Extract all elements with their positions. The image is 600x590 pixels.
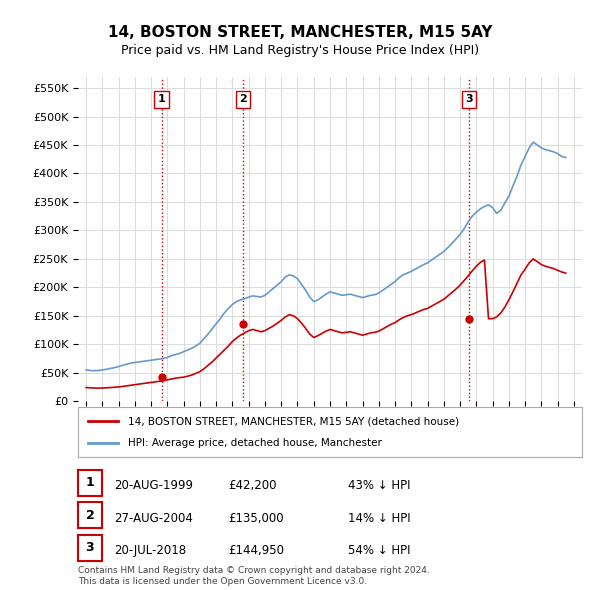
Text: 14, BOSTON STREET, MANCHESTER, M15 5AY: 14, BOSTON STREET, MANCHESTER, M15 5AY	[108, 25, 492, 40]
Text: £42,200: £42,200	[228, 479, 277, 493]
Text: £135,000: £135,000	[228, 512, 284, 525]
Text: Contains HM Land Registry data © Crown copyright and database right 2024.
This d: Contains HM Land Registry data © Crown c…	[78, 566, 430, 586]
Text: 27-AUG-2004: 27-AUG-2004	[114, 512, 193, 525]
Text: 14, BOSTON STREET, MANCHESTER, M15 5AY (detached house): 14, BOSTON STREET, MANCHESTER, M15 5AY (…	[128, 416, 460, 426]
Text: 3: 3	[465, 94, 473, 104]
Text: 14% ↓ HPI: 14% ↓ HPI	[348, 512, 410, 525]
Text: £144,950: £144,950	[228, 544, 284, 558]
Text: 2: 2	[86, 509, 94, 522]
Text: 1: 1	[158, 94, 166, 104]
Text: 2: 2	[239, 94, 247, 104]
Text: HPI: Average price, detached house, Manchester: HPI: Average price, detached house, Manc…	[128, 438, 382, 448]
Text: 20-AUG-1999: 20-AUG-1999	[114, 479, 193, 493]
Text: 43% ↓ HPI: 43% ↓ HPI	[348, 479, 410, 493]
Text: 3: 3	[86, 541, 94, 554]
Text: 20-JUL-2018: 20-JUL-2018	[114, 544, 186, 558]
Text: Price paid vs. HM Land Registry's House Price Index (HPI): Price paid vs. HM Land Registry's House …	[121, 44, 479, 57]
Text: 1: 1	[86, 476, 94, 489]
Text: 54% ↓ HPI: 54% ↓ HPI	[348, 544, 410, 558]
